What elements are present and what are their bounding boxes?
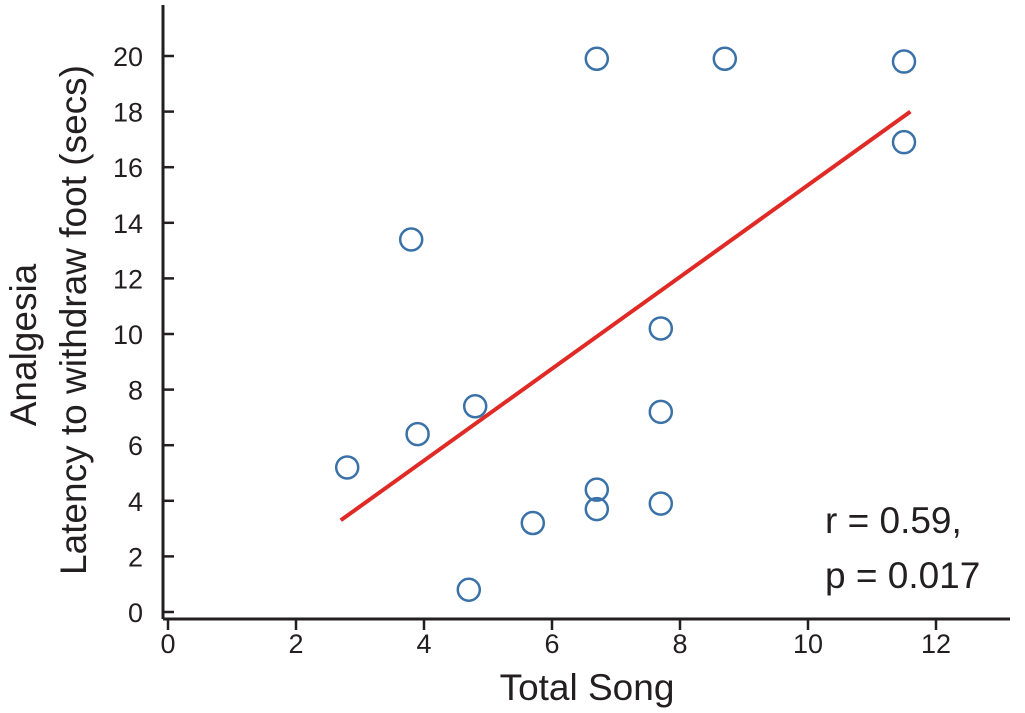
x-tick-label: 2 <box>288 629 303 659</box>
x-ticks: 0 2 4 6 8 10 12 <box>160 619 951 659</box>
y-tick-label: 4 <box>128 487 143 517</box>
y-tick-label: 8 <box>128 376 143 406</box>
y-tick-label: 12 <box>113 264 143 294</box>
regression-line <box>339 109 912 522</box>
x-tick-label: 12 <box>921 629 951 659</box>
data-point <box>584 496 610 522</box>
y-tick-label: 10 <box>113 320 143 350</box>
correlation-r-text: r = 0.59, <box>825 500 962 541</box>
data-point <box>648 316 674 341</box>
x-tick-label: 6 <box>544 629 559 659</box>
correlation-p-text: p = 0.017 <box>825 555 980 596</box>
data-point <box>648 399 674 425</box>
y-tick-label: 2 <box>128 542 143 572</box>
data-point <box>334 455 360 480</box>
x-tick-label: 4 <box>416 629 431 659</box>
data-point <box>456 577 482 603</box>
data-point <box>648 491 674 516</box>
y-tick-label: 16 <box>113 153 143 183</box>
data-point <box>891 49 917 74</box>
fit-line-group <box>339 109 912 522</box>
y-tick-label: 14 <box>113 209 143 239</box>
x-axis-title: Total Song <box>500 667 675 708</box>
data-point <box>712 46 738 72</box>
x-tick-label: 8 <box>672 629 687 659</box>
y-tick-label: 6 <box>128 431 143 461</box>
y-tick-label: 18 <box>113 98 143 128</box>
x-tick-label: 0 <box>160 629 175 659</box>
axes <box>161 5 1010 621</box>
data-point <box>398 227 424 252</box>
x-tick-label: 10 <box>793 629 823 659</box>
y-axis-title-line-1: Analgesia <box>3 263 44 426</box>
y-tick-label: 0 <box>128 598 143 628</box>
y-axis-title-line-2: Latency to withdraw foot (secs) <box>53 65 94 575</box>
y-tick-label: 20 <box>113 42 143 72</box>
data-point <box>462 394 488 419</box>
data-point <box>405 421 430 447</box>
data-points <box>334 46 917 603</box>
data-point <box>584 46 610 72</box>
data-point <box>520 510 546 536</box>
data-point <box>891 129 917 155</box>
y-ticks: 0 2 4 6 8 10 12 14 16 18 20 <box>113 42 174 628</box>
data-point <box>584 477 610 502</box>
